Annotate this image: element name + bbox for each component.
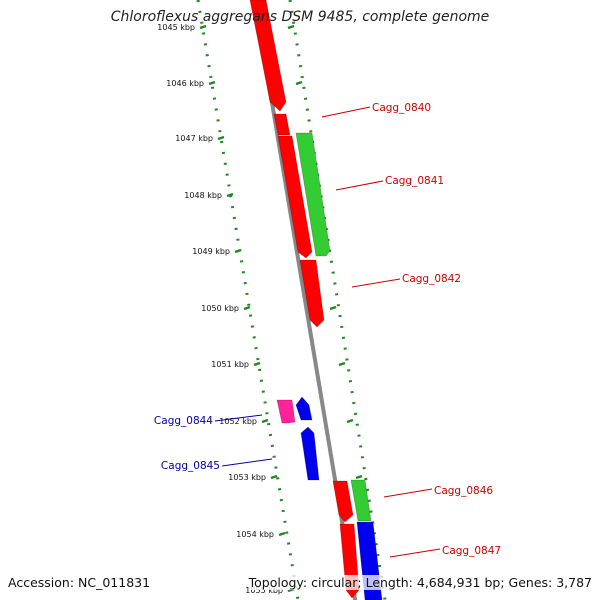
cds-arrow — [249, 0, 287, 112]
label-leader-line — [214, 414, 263, 422]
gene-cagg-0844 — [276, 399, 296, 424]
genome-summary: Topology: circular; Length: 4,684,931 bp… — [248, 575, 592, 590]
tick-label: 1047 kbp — [175, 134, 213, 143]
label-leader-line — [351, 278, 401, 288]
accession-text: Accession: NC_011831 — [8, 575, 151, 590]
tick-label: 1052 kbp — [219, 417, 257, 426]
cds-arrow — [300, 426, 320, 481]
tick-label: 1048 kbp — [184, 191, 222, 200]
tick-mark — [295, 80, 303, 86]
label-leader-line — [389, 548, 441, 558]
tick-mark — [261, 418, 269, 424]
gene-label[interactable]: Cagg_0842 — [402, 273, 461, 285]
cds-arrow — [350, 479, 372, 522]
label-leader-line — [335, 180, 384, 191]
gene-features — [249, 0, 383, 600]
label-leader-line — [221, 458, 273, 467]
tick-label: 1055 kbp — [245, 586, 283, 595]
gene-labels: Cagg_0840 Cagg_0841 Cagg_0842 Cagg_0844 Cagg… — [154, 102, 501, 558]
tick-mark — [226, 192, 234, 198]
tick-mark — [253, 361, 261, 367]
cds-arrow — [299, 259, 325, 328]
cds-arrow — [273, 113, 291, 136]
tick-label: 1049 kbp — [192, 247, 230, 256]
gene-cagg-0845 — [295, 396, 320, 481]
tick-mark — [234, 248, 242, 254]
cds-arrow — [332, 480, 354, 523]
cds-arrow — [295, 132, 331, 257]
map-title: Chloroflexus aggregans DSM 9485, complet… — [110, 9, 490, 25]
tick-label: 1054 kbp — [236, 530, 274, 539]
tick-mark — [355, 474, 363, 480]
tick-label: 1045 kbp — [157, 23, 195, 32]
cds-arrow — [295, 396, 313, 421]
tick-label: 1051 kbp — [211, 360, 249, 369]
tick-label: 1053 kbp — [228, 473, 266, 482]
tick-mark — [346, 418, 354, 424]
gene-label[interactable]: Cagg_0845 — [161, 460, 220, 472]
gene-label[interactable]: Cagg_0844 — [154, 415, 213, 427]
tick-mark — [217, 135, 225, 141]
scale-ring — [288, 0, 387, 600]
scale-ring — [196, 0, 300, 600]
gene-label[interactable]: Cagg_0841 — [385, 175, 444, 187]
cds-arrow — [276, 399, 296, 424]
tick-mark — [338, 361, 346, 367]
cds-arrow — [277, 135, 313, 259]
tick-mark — [208, 80, 216, 86]
label-leader-line — [321, 106, 371, 118]
tick-label: 1050 kbp — [201, 304, 239, 313]
tick-mark — [329, 305, 337, 311]
tick-mark — [270, 474, 278, 480]
gene-cagg-0840 — [249, 0, 291, 136]
tick-mark — [243, 305, 251, 311]
label-leader-line — [383, 488, 433, 498]
tick-mark — [278, 531, 286, 537]
gene-cagg-0841 — [295, 132, 331, 257]
tick-mark — [287, 24, 295, 30]
tick-label: 1046 kbp — [166, 79, 204, 88]
gene-cagg-0842 — [277, 135, 325, 328]
tick-mark — [199, 24, 207, 30]
gene-label[interactable]: Cagg_0847 — [442, 545, 501, 557]
gene-label[interactable]: Cagg_0846 — [434, 485, 493, 497]
gene-label[interactable]: Cagg_0840 — [372, 102, 431, 114]
